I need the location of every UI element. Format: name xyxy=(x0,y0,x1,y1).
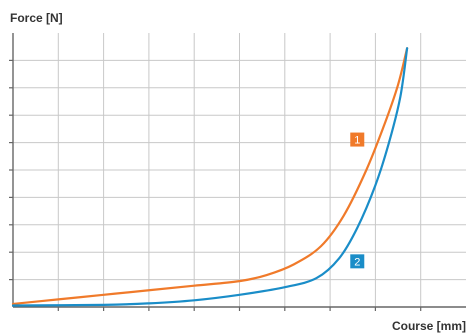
series-badge-2: 2 xyxy=(350,254,365,269)
series-layer xyxy=(11,47,409,307)
series-badge-1: 1 xyxy=(350,132,365,147)
x-axis-title: Course [mm] xyxy=(392,319,466,333)
series-badge-box xyxy=(350,132,365,147)
series-label-layer: 12 xyxy=(350,132,365,269)
series-badge-label: 1 xyxy=(354,135,360,147)
series-badge-label: 2 xyxy=(354,256,360,268)
grid-lines xyxy=(9,33,466,311)
series-badge-box xyxy=(350,254,365,269)
series-line-2 xyxy=(11,47,409,307)
y-axis-title: Force [N] xyxy=(10,11,63,25)
series-line-1 xyxy=(11,47,409,306)
